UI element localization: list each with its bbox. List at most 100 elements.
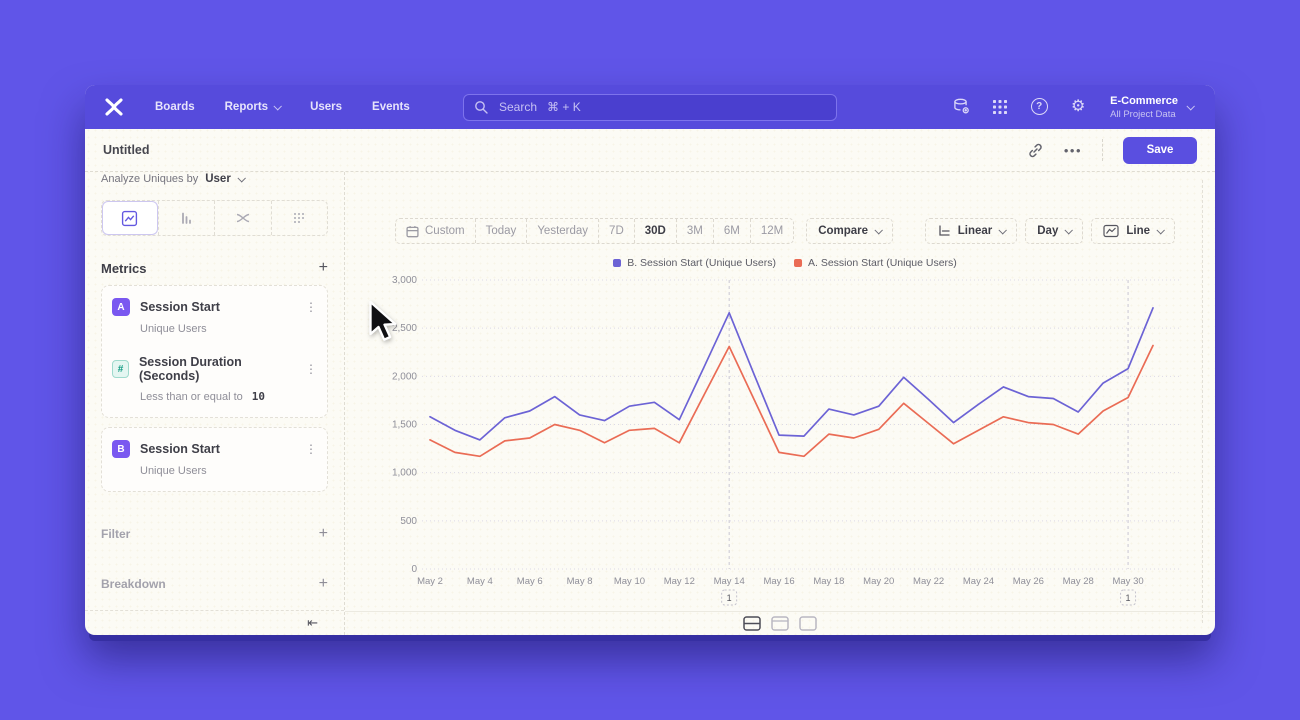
range-label: Yesterday — [537, 225, 589, 237]
svg-text:May 30: May 30 — [1112, 576, 1143, 587]
search-input[interactable] — [463, 93, 837, 121]
metric-name: Session Duration (Seconds) — [138, 355, 242, 383]
legend-item-1[interactable]: A. Session Start (Unique Users) — [794, 257, 957, 269]
bar-chart-icon — [182, 212, 192, 224]
tab-flow[interactable] — [214, 201, 271, 235]
svg-text:2,000: 2,000 — [392, 371, 417, 382]
mixpanel-logo[interactable] — [101, 94, 127, 120]
metric-options-button[interactable]: ⋮ — [305, 300, 317, 314]
metric-item[interactable]: # Session Duration (Seconds) ⋮ Less than or… — [102, 346, 327, 414]
svg-text:May 16: May 16 — [763, 576, 794, 587]
tab-bar-chart[interactable] — [157, 201, 215, 235]
range-button-6m[interactable]: 6M — [712, 219, 750, 243]
search-icon — [475, 101, 488, 114]
page-title[interactable]: Untitled — [103, 143, 150, 157]
range-button-today[interactable]: Today — [474, 219, 527, 243]
analyze-label: Analyze Uniques by — [101, 173, 199, 185]
view-toggle-chart-and-table[interactable] — [743, 616, 761, 631]
svg-text:May 24: May 24 — [963, 576, 994, 587]
metric-item[interactable]: A Session Start ⋮ Unique Users — [102, 289, 327, 346]
nav-item-label: Boards — [155, 101, 195, 113]
add-breakdown-button[interactable]: + — [318, 575, 328, 592]
add-filter-button[interactable]: + — [318, 525, 328, 542]
apps-grid-icon[interactable] — [990, 97, 1010, 117]
chart-style-dropdown[interactable]: Line — [1091, 218, 1175, 244]
tab-line-chart[interactable] — [102, 201, 158, 235]
metrics-title: Metrics — [101, 260, 147, 276]
svg-text:May 6: May 6 — [517, 576, 543, 587]
metric-options-button[interactable]: ⋮ — [305, 362, 317, 376]
search-field[interactable] — [497, 99, 826, 115]
tab-metric[interactable] — [270, 201, 328, 235]
legend-item-0[interactable]: B. Session Start (Unique Users) — [613, 257, 776, 269]
svg-text:May 28: May 28 — [1063, 576, 1094, 587]
chart-region: Custom Today Yesterday 7D 30D 3M 6M 12M Compare… — [345, 172, 1215, 635]
project-selector[interactable]: E-Commerce All Project Data — [1110, 94, 1195, 120]
help-icon[interactable]: ? — [1029, 97, 1049, 117]
view-toggle-chart-with-header[interactable] — [771, 616, 789, 631]
metric-options-button[interactable]: ⋮ — [305, 442, 317, 456]
navbar-right: ? ⚙ E-Commerce All Project Data — [951, 94, 1195, 120]
range-button-12m[interactable]: 12M — [749, 219, 793, 243]
app-window: Boards Reports Users Events — [85, 85, 1215, 635]
chevron-down-icon — [1156, 226, 1165, 235]
metric-badge: # — [112, 360, 129, 378]
project-subtitle: All Project Data — [1110, 108, 1176, 120]
header-actions: ••• Save — [1026, 136, 1197, 164]
mouse-cursor — [369, 300, 397, 341]
legend-label: A. Session Start (Unique Users) — [808, 257, 957, 269]
range-button-3m[interactable]: 3M — [675, 219, 713, 243]
metric-item[interactable]: B Session Start ⋮ Unique Users — [102, 431, 327, 488]
svg-text:1: 1 — [1126, 593, 1131, 603]
metric-badge: A — [112, 298, 130, 316]
range-label: 6M — [723, 225, 740, 237]
settings-icon[interactable]: ⚙ — [1068, 97, 1088, 117]
metric-card: B Session Start ⋮ Unique Users — [101, 427, 328, 492]
nav-item-boards[interactable]: Boards — [155, 101, 195, 113]
filter-label: Filter — [101, 527, 131, 541]
add-metric-button[interactable]: + — [318, 259, 328, 276]
collapse-sidebar-button[interactable]: ⇤ — [307, 615, 318, 630]
nav-item-events[interactable]: Events — [372, 101, 410, 113]
range-button-7d[interactable]: 7D — [598, 219, 634, 243]
line-style-icon — [1103, 224, 1119, 238]
compare-button[interactable]: Compare — [806, 218, 894, 244]
svg-text:May 4: May 4 — [467, 576, 493, 587]
annotation-badge[interactable]: 1 — [1120, 589, 1137, 606]
series-line-0[interactable] — [429, 307, 1154, 441]
filter-section[interactable]: Filter + — [101, 526, 328, 542]
chevron-down-icon — [273, 102, 283, 111]
sidebar-footer: ⇤ — [85, 610, 344, 635]
range-button-30d[interactable]: 30D — [633, 219, 676, 243]
link-icon[interactable] — [1026, 140, 1046, 160]
view-toggle-chart-only[interactable] — [799, 616, 817, 631]
range-label: 30D — [644, 225, 666, 237]
analyze-value-dropdown[interactable]: User — [205, 173, 231, 185]
nav-item-reports[interactable]: Reports — [225, 101, 283, 113]
scale-dropdown[interactable]: Linear — [924, 218, 1018, 244]
series-line-1[interactable] — [429, 344, 1154, 458]
axis-icon — [939, 225, 950, 236]
line-chart-canvas: 0 500 1,000 1,500 2,000 2,500 3,000 May 2 May 4 M… — [392, 275, 1182, 606]
interval-dropdown[interactable]: Day — [1025, 218, 1084, 244]
metric-badge: B — [112, 440, 130, 458]
metric-icon — [294, 213, 305, 223]
svg-text:1: 1 — [727, 593, 732, 603]
breakdown-section[interactable]: Breakdown + — [101, 576, 328, 592]
right-scroll-rail — [1202, 180, 1203, 623]
svg-text:500: 500 — [400, 516, 417, 527]
nav-item-label: Events — [372, 101, 410, 113]
range-button-custom[interactable]: Custom — [396, 219, 475, 243]
annotation-badge[interactable]: 1 — [721, 589, 738, 606]
data-icon[interactable] — [951, 97, 971, 117]
svg-text:May 22: May 22 — [913, 576, 944, 587]
view-toggle-bar — [345, 611, 1215, 635]
range-label: 3M — [686, 225, 703, 237]
nav-item-label: Users — [310, 101, 343, 113]
save-button[interactable]: Save — [1123, 136, 1197, 164]
more-options-button[interactable]: ••• — [1063, 142, 1082, 158]
range-button-yesterday[interactable]: Yesterday — [526, 219, 598, 243]
nav-item-users[interactable]: Users — [310, 101, 342, 113]
range-label: 7D — [609, 225, 624, 237]
